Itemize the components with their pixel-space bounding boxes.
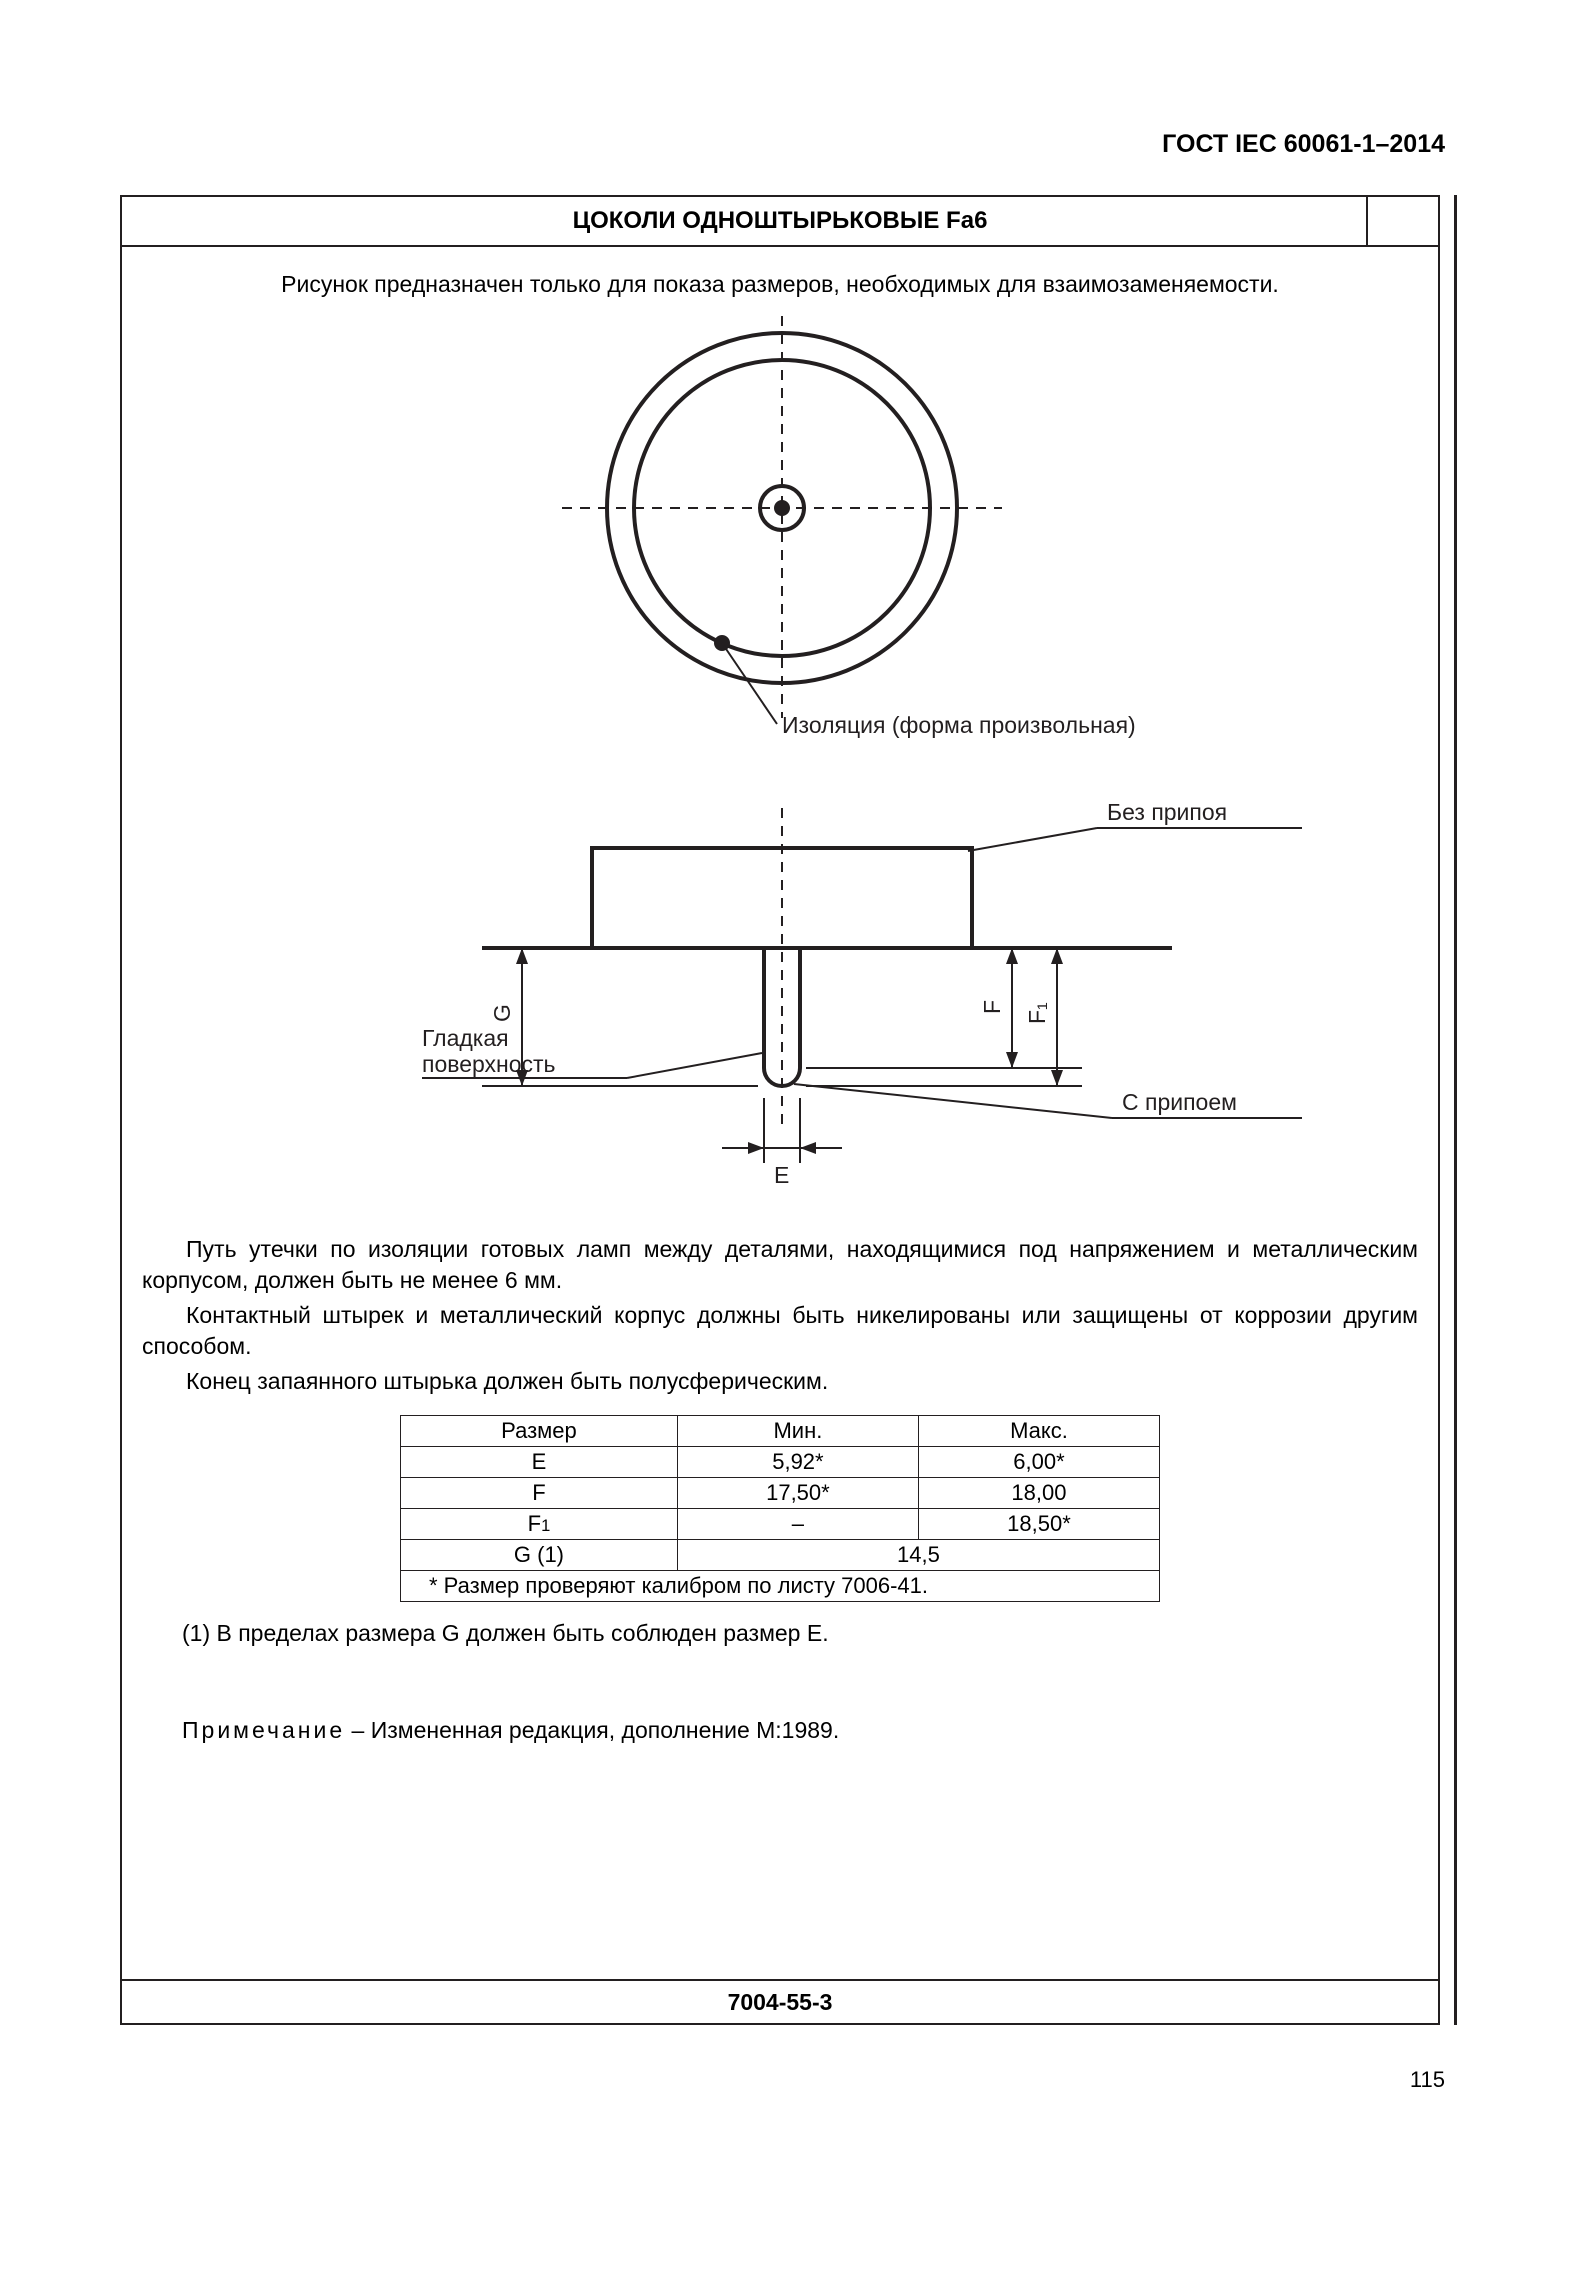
table-footnote: * Размер проверяют калибром по листу 700… — [401, 1571, 1160, 1602]
cell-max: 18,50* — [918, 1509, 1159, 1540]
table-header-row: Размер Мин. Макс. — [401, 1416, 1160, 1447]
body-text: Путь утечки по изоляции готовых ламп меж… — [142, 1234, 1418, 1397]
note-change-label: Примечание — [182, 1717, 345, 1743]
label-isolation: Изоляция (форма произвольная) — [782, 712, 1136, 738]
standard-id: ГОСТ IEC 60061-1–2014 — [1162, 130, 1445, 159]
dim-E: E — [722, 1098, 842, 1188]
cell-max: 18,00 — [918, 1478, 1159, 1509]
table-footnote-row: * Размер проверяют калибром по листу 700… — [401, 1571, 1160, 1602]
th-max: Макс. — [918, 1416, 1159, 1447]
cell-min: – — [677, 1509, 918, 1540]
page: ГОСТ IEC 60061-1–2014 ЦОКОЛИ ОДНОШТЫРЬКО… — [0, 0, 1575, 2283]
cell-min: 17,50* — [677, 1478, 918, 1509]
cell-dim: F — [401, 1478, 678, 1509]
para-3: Конец запаянного штырька должен быть пол… — [142, 1366, 1418, 1397]
cell-dim: F1 — [401, 1509, 678, 1540]
table-row: F 17,50* 18,00 — [401, 1478, 1160, 1509]
cell-dim: G (1) — [401, 1540, 678, 1571]
note-g: (1) В пределах размера G должен быть соб… — [182, 1620, 1418, 1647]
dimension-table: Размер Мин. Макс. E 5,92* 6,00* F 17,50*… — [400, 1415, 1160, 1602]
cell-dim: E — [401, 1447, 678, 1478]
dim-F1: F₁ — [806, 948, 1082, 1086]
dim-F-label: F — [979, 1000, 1005, 1014]
label-smooth-l2: поверхность — [422, 1051, 556, 1077]
dim-E-label: E — [774, 1162, 789, 1188]
para-2: Контактный штырек и металлический корпус… — [142, 1300, 1418, 1362]
page-number: 115 — [1410, 2067, 1445, 2093]
intro-note: Рисунок предназначен только для показа р… — [152, 271, 1408, 298]
main-frame: ЦОКОЛИ ОДНОШТЫРЬКОВЫЕ Fa6 Рисунок предна… — [120, 195, 1440, 2025]
note-change: Примечание – Измененная редакция, дополн… — [182, 1717, 1418, 1744]
label-smooth-l1: Гладкая — [422, 1025, 509, 1051]
diagram-svg: Изоляция (форма произвольная) — [122, 308, 1442, 1228]
side-view: Без припоя С припоем Гладкая поверхность — [422, 799, 1302, 1188]
dim-G-label: G — [489, 1004, 515, 1022]
note-change-text: – Измененная редакция, дополнение M:1989… — [345, 1717, 839, 1743]
cell-max: 6,00* — [918, 1447, 1159, 1478]
table-row: F1 – 18,50* — [401, 1509, 1160, 1540]
table-row: E 5,92* 6,00* — [401, 1447, 1160, 1478]
sheet-code: 7004-55-3 — [122, 1979, 1438, 2023]
cell-g-val: 14,5 — [677, 1540, 1159, 1571]
figures: Изоляция (форма произвольная) — [122, 308, 1438, 1228]
dim-F1-label: F₁ — [1024, 1002, 1050, 1024]
cell-min: 5,92* — [677, 1447, 918, 1478]
title-bar: ЦОКОЛИ ОДНОШТЫРЬКОВЫЕ Fa6 — [122, 197, 1438, 247]
label-without-solder: Без припоя — [1107, 799, 1227, 825]
th-dim: Размер — [401, 1416, 678, 1447]
table-row-g: G (1) 14,5 — [401, 1540, 1160, 1571]
label-with-solder: С припоем — [1122, 1089, 1237, 1115]
top-view: Изоляция (форма произвольная) — [562, 308, 1136, 738]
th-min: Мин. — [677, 1416, 918, 1447]
para-1: Путь утечки по изоляции готовых ламп меж… — [142, 1234, 1418, 1296]
